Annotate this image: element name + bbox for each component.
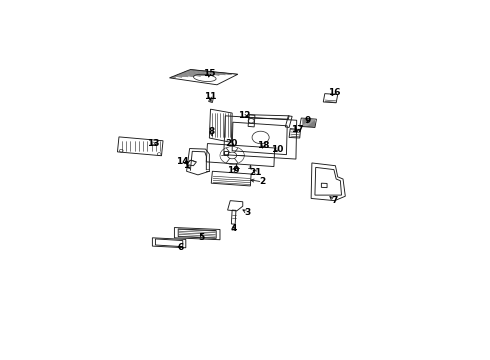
Text: 21: 21 [249,168,262,177]
Text: 19: 19 [226,166,239,175]
Text: 17: 17 [291,125,304,134]
Text: 9: 9 [305,116,311,125]
Text: 15: 15 [203,69,216,78]
Text: 18: 18 [257,141,270,150]
Text: 10: 10 [271,145,283,154]
Text: 7: 7 [331,196,338,205]
Text: 1: 1 [183,161,190,170]
Text: 16: 16 [328,88,340,97]
Text: 20: 20 [225,139,238,148]
Text: 11: 11 [204,92,217,101]
Text: 3: 3 [244,208,250,217]
Text: 14: 14 [176,157,189,166]
Text: 4: 4 [231,224,237,233]
Text: 8: 8 [208,127,215,136]
Text: 6: 6 [178,243,184,252]
Text: 13: 13 [147,139,159,148]
Text: 2: 2 [259,177,266,186]
Text: 12: 12 [238,111,250,120]
Text: 5: 5 [198,233,205,242]
